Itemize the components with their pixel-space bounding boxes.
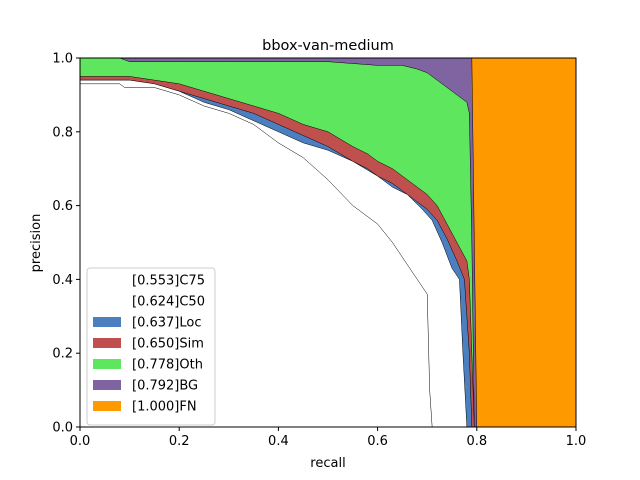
y-tick-label: 0.0 [52,421,73,436]
legend-swatch-c50 [93,296,121,306]
x-tick-label: 0.4 [268,434,289,449]
y-tick-label: 0.2 [52,347,73,362]
legend-swatch-bg [93,380,121,390]
y-tick-label: 0.8 [52,125,73,140]
legend-label-sim: [0.650]Sim [132,337,204,352]
plot-frame [79,57,577,428]
y-axis-label: precision [29,214,44,273]
x-tick-label: 1.0 [566,434,587,449]
legend-label-loc: [0.637]Loc [132,316,201,331]
legend-swatch-oth [93,359,121,369]
legend-swatch-c75 [93,275,121,285]
y-tick-label: 0.4 [52,273,73,288]
legend-label-oth: [0.778]Oth [132,358,203,373]
x-tick-label: 0.0 [70,434,91,449]
legend: [0.553]C75 [0.624]C50 [0.637]Loc [0.650]Sim… [86,267,216,426]
legend-swatch-fn [93,401,121,411]
legend-swatch-sim [93,338,121,348]
x-tick-label: 0.8 [466,434,487,449]
legend-label-bg: [0.792]BG [132,379,198,394]
legend-label-fn: [1.000]FN [132,400,197,415]
chart-title: bbox-van-medium [262,38,394,54]
legend-label-c50: [0.624]C50 [132,295,205,310]
axes: 0.0 0.2 0.4 0.6 0.8 1.0 0.0 0.2 0.4 0.6 0.8 1.0 [52,52,586,450]
x-axis-label: recall [310,456,345,471]
legend-swatch-loc [93,317,121,327]
y-tick-label: 1.0 [52,52,73,67]
legend-label-c75: [0.553]C75 [132,274,205,289]
y-tick-label: 0.6 [52,199,73,214]
x-tick-label: 0.6 [367,434,388,449]
x-tick-label: 0.2 [169,434,190,449]
